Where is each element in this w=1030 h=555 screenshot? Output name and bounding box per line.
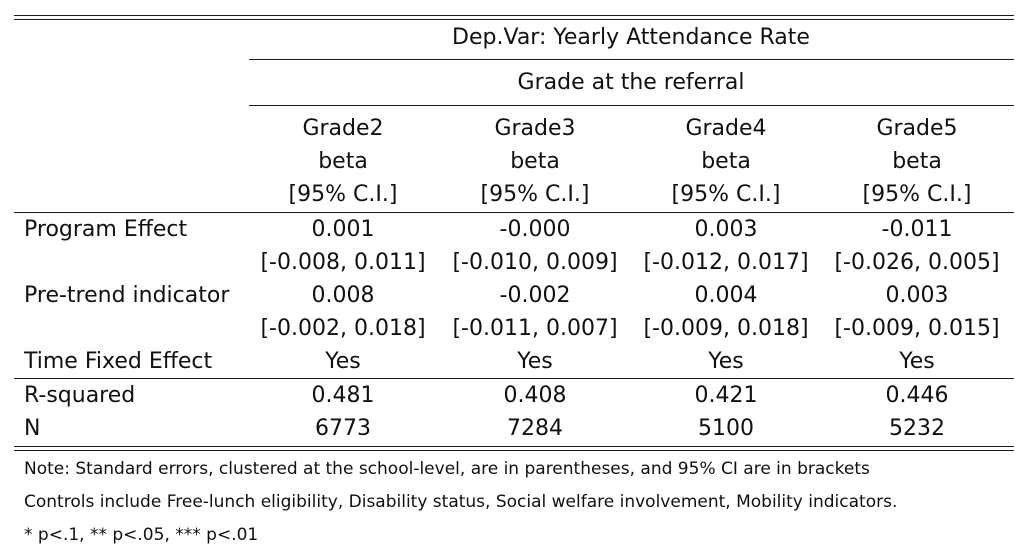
- row-label-time-fe: Time Fixed Effect: [24, 349, 213, 374]
- top-rule-1: [14, 15, 1014, 16]
- row-label-program-effect: Program Effect: [24, 217, 188, 242]
- time-fe-value: Yes: [899, 349, 935, 374]
- bottom-rule-2: [14, 450, 1014, 451]
- col-sub-beta: beta: [510, 149, 560, 174]
- row-label-r-squared: R-squared: [24, 383, 136, 408]
- col-sub-beta: beta: [892, 149, 942, 174]
- n-value: 5100: [698, 416, 754, 441]
- pretrend-beta: -0.002: [499, 283, 571, 308]
- pretrend-ci: [-0.009, 0.015]: [834, 316, 1000, 341]
- pretrend-beta: 0.003: [885, 283, 949, 308]
- r-squared-value: 0.408: [503, 383, 567, 408]
- pretrend-ci: [-0.011, 0.007]: [452, 316, 618, 341]
- pretrend-ci: [-0.002, 0.018]: [260, 316, 426, 341]
- col-sub-ci: [95% C.I.]: [671, 182, 781, 207]
- row-label-pretrend: Pre-trend indicator: [24, 283, 230, 308]
- n-value: 6773: [315, 416, 371, 441]
- r-squared-value: 0.446: [885, 383, 949, 408]
- col-name-grade5: Grade5: [876, 116, 958, 141]
- col-sub-beta: beta: [701, 149, 751, 174]
- program-effect-ci: [-0.012, 0.017]: [643, 250, 809, 275]
- program-effect-ci: [-0.010, 0.009]: [452, 250, 618, 275]
- time-fe-value: Yes: [708, 349, 744, 374]
- table-note: Controls include Free-lunch eligibility,…: [24, 492, 898, 512]
- depvar-rule: [249, 59, 1014, 60]
- group-rule: [249, 105, 1014, 106]
- col-name-grade3: Grade3: [494, 116, 576, 141]
- program-effect-ci: [-0.026, 0.005]: [834, 250, 1000, 275]
- group-header: Grade at the referral: [517, 70, 745, 95]
- time-fe-value: Yes: [517, 349, 553, 374]
- col-sub-ci: [95% C.I.]: [862, 182, 972, 207]
- col-sub-ci: [95% C.I.]: [480, 182, 590, 207]
- r-squared-value: 0.481: [311, 383, 375, 408]
- n-value: 7284: [507, 416, 563, 441]
- time-fe-value: Yes: [325, 349, 361, 374]
- pretrend-beta: 0.004: [694, 283, 758, 308]
- row-label-n: N: [24, 416, 41, 441]
- dep-var-header: Dep.Var: Yearly Attendance Rate: [452, 25, 810, 50]
- program-effect-beta: -0.000: [499, 217, 571, 242]
- table-note: * p<.1, ** p<.05, *** p<.01: [24, 525, 259, 545]
- program-effect-beta: -0.011: [881, 217, 953, 242]
- col-sub-beta: beta: [318, 149, 368, 174]
- r-squared-value: 0.421: [694, 383, 758, 408]
- program-effect-beta: 0.001: [311, 217, 375, 242]
- program-effect-beta: 0.003: [694, 217, 758, 242]
- col-name-grade4: Grade4: [685, 116, 767, 141]
- n-value: 5232: [889, 416, 945, 441]
- top-rule-2: [14, 19, 1014, 20]
- program-effect-ci: [-0.008, 0.011]: [260, 250, 426, 275]
- pretrend-beta: 0.008: [311, 283, 375, 308]
- bottom-rule-1: [14, 446, 1014, 447]
- col-name-grade2: Grade2: [302, 116, 384, 141]
- col-sub-ci: [95% C.I.]: [288, 182, 398, 207]
- header-bottom-rule: [14, 212, 1014, 213]
- table-note: Note: Standard errors, clustered at the …: [24, 459, 870, 479]
- stats-rule: [14, 378, 1014, 379]
- pretrend-ci: [-0.009, 0.018]: [643, 316, 809, 341]
